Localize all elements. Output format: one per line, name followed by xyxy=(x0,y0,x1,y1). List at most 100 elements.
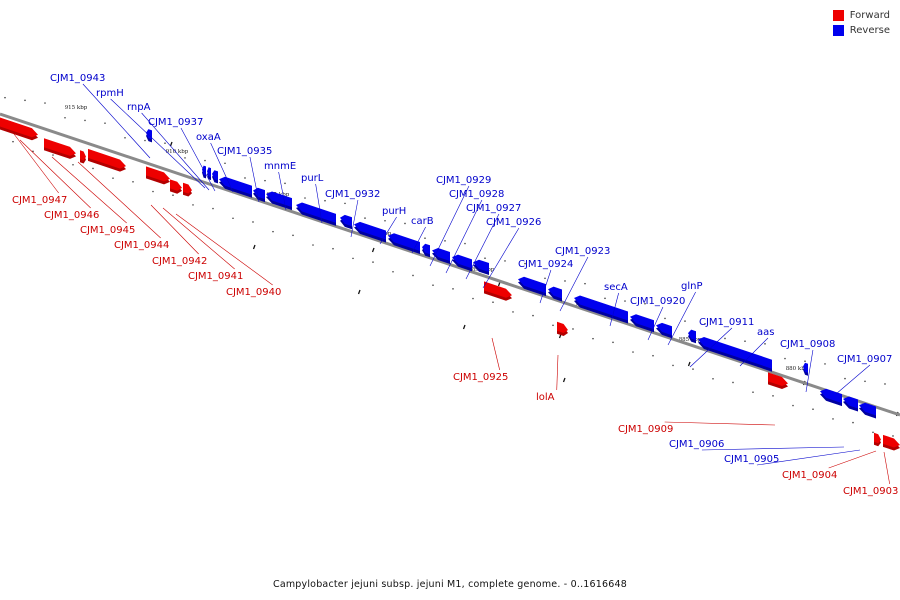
gene-CJM1_0906[interactable] xyxy=(843,396,858,412)
gene-aas[interactable] xyxy=(698,336,772,372)
gene-label[interactable]: carB xyxy=(411,216,434,227)
gene-label[interactable]: CJM1_0923 xyxy=(555,246,610,257)
gene-arrow[interactable] xyxy=(843,396,858,409)
gene-label[interactable]: CJM1_0937 xyxy=(148,117,203,128)
gene-arrow[interactable] xyxy=(146,166,170,182)
gene-label[interactable]: CJM1_0940 xyxy=(226,287,281,298)
gene-CJM1_0932[interactable] xyxy=(340,214,352,230)
gene-CJM1_0924[interactable] xyxy=(518,276,546,297)
gene-lolA[interactable] xyxy=(557,321,568,336)
gene-CJM1_0904[interactable] xyxy=(874,432,881,447)
gene-CJM1_0903[interactable] xyxy=(883,434,900,451)
gene-label[interactable]: CJM1_0926 xyxy=(486,217,541,228)
gene-arrow[interactable] xyxy=(820,388,842,404)
gene-label[interactable]: CJM1_0906 xyxy=(669,439,724,450)
gene-label[interactable]: CJM1_0941 xyxy=(188,271,243,282)
gene-arrow[interactable] xyxy=(698,336,772,369)
gene-label[interactable]: CJM1_0946 xyxy=(44,210,99,221)
gene-CJM1_0911[interactable] xyxy=(688,329,696,344)
gene-label[interactable]: CJM1_0945 xyxy=(80,225,135,236)
gene-label[interactable]: CJM1_0932 xyxy=(325,189,380,200)
gene-arrow[interactable] xyxy=(212,170,218,181)
gene-carB[interactable] xyxy=(388,233,420,254)
gene-arrow[interactable] xyxy=(557,321,568,333)
gene-CJM1_0935[interactable] xyxy=(253,187,265,203)
gene-label[interactable]: CJM1_0903 xyxy=(843,486,898,497)
gene-arrow[interactable] xyxy=(170,179,182,191)
gene-arrow[interactable] xyxy=(574,295,628,321)
gene-arrow[interactable] xyxy=(354,221,386,240)
gene-label[interactable]: aas xyxy=(757,327,774,338)
gene-CJM1_0909[interactable] xyxy=(768,372,788,390)
gene-label[interactable]: purH xyxy=(382,206,406,217)
gene-purH[interactable] xyxy=(354,221,386,243)
gene-label[interactable]: CJM1_0905 xyxy=(724,454,779,465)
gene-CJM1_0925[interactable] xyxy=(484,281,512,301)
gene-label[interactable]: CJM1_0904 xyxy=(782,470,837,481)
gene-CJM1_0947[interactable] xyxy=(0,117,38,141)
gene-label[interactable]: CJM1_0943 xyxy=(50,73,105,84)
gene-arrow[interactable] xyxy=(656,322,672,336)
gene-arrow[interactable] xyxy=(518,276,546,294)
gene-label[interactable]: CJM1_0929 xyxy=(436,175,491,186)
gene-arrow[interactable] xyxy=(422,243,430,255)
gene-arrow[interactable] xyxy=(44,138,76,156)
gene-arrow[interactable] xyxy=(688,329,696,341)
gene-label[interactable]: CJM1_0911 xyxy=(699,317,754,328)
gene-CJM1_0929[interactable] xyxy=(422,243,430,258)
gene-CJM1_0907[interactable] xyxy=(820,388,842,407)
gene-arrow[interactable] xyxy=(484,281,512,298)
gene-arrow[interactable] xyxy=(207,167,211,178)
gene-arrow[interactable] xyxy=(0,117,38,138)
gene-label[interactable]: CJM1_0908 xyxy=(780,339,835,350)
gene-arrow[interactable] xyxy=(296,202,336,223)
gene-label[interactable]: lolA xyxy=(536,392,555,403)
gene-label[interactable]: CJM1_0925 xyxy=(453,372,508,383)
gene-arrow[interactable] xyxy=(388,233,420,251)
gene-arrow[interactable] xyxy=(630,314,654,330)
gene-CJM1_0946[interactable] xyxy=(44,138,76,159)
gene-label[interactable]: CJM1_0924 xyxy=(518,259,573,270)
gene-CJM1_0944[interactable] xyxy=(88,148,126,172)
gene-label[interactable]: rnpA xyxy=(127,102,151,113)
gene-label[interactable]: CJM1_0935 xyxy=(217,146,272,157)
gene-CJM1_0928[interactable] xyxy=(432,247,450,264)
gene-arrow[interactable] xyxy=(883,434,900,448)
gene-arrow[interactable] xyxy=(340,214,352,227)
gene-arrow[interactable] xyxy=(183,182,192,194)
gene-CJM1_0905[interactable] xyxy=(859,402,876,419)
gene-arrow[interactable] xyxy=(452,254,472,269)
gene-arrow[interactable] xyxy=(548,286,562,299)
gene-arrow[interactable] xyxy=(219,176,252,195)
gene-CJM1_0920[interactable] xyxy=(630,314,654,333)
gene-label[interactable]: CJM1_0920 xyxy=(630,296,685,307)
gene-arrow[interactable] xyxy=(266,191,292,208)
gene-arrow[interactable] xyxy=(253,187,265,200)
gene-arrow[interactable] xyxy=(432,247,450,261)
gene-CJM1_0942[interactable] xyxy=(146,166,170,185)
gene-label[interactable]: glnP xyxy=(681,281,703,292)
gene-label[interactable]: mnmE xyxy=(264,161,296,172)
gene-label[interactable]: CJM1_0907 xyxy=(837,354,892,365)
gene-CJM1_0923[interactable] xyxy=(548,286,562,302)
gene-arrow[interactable] xyxy=(859,402,876,416)
gene-CJM1_0940[interactable] xyxy=(183,182,192,197)
gene-arrow[interactable] xyxy=(874,432,881,444)
gene-CJM1_0941[interactable] xyxy=(170,179,182,194)
gene-arrow[interactable] xyxy=(473,259,489,273)
gene-label[interactable]: CJM1_0942 xyxy=(152,256,207,267)
gene-oxaA[interactable] xyxy=(219,176,252,198)
gene-arrow[interactable] xyxy=(803,362,808,373)
gene-CJM1_0927[interactable] xyxy=(452,254,472,272)
gene-label[interactable]: CJM1_0947 xyxy=(12,195,67,206)
gene-CJM1_0908[interactable] xyxy=(803,362,808,376)
gene-CJM1_0926[interactable] xyxy=(473,259,489,276)
gene-label[interactable]: purL xyxy=(301,173,324,184)
gene-label[interactable]: CJM1_0927 xyxy=(466,203,521,214)
gene-label[interactable]: CJM1_0909 xyxy=(618,424,673,435)
gene-secA[interactable] xyxy=(574,295,628,324)
gene-arrow[interactable] xyxy=(768,372,788,387)
gene-label[interactable]: rpmH xyxy=(96,88,124,99)
gene-CJM1_0937[interactable] xyxy=(212,170,218,184)
gene-CJM1_0945[interactable] xyxy=(80,150,86,164)
